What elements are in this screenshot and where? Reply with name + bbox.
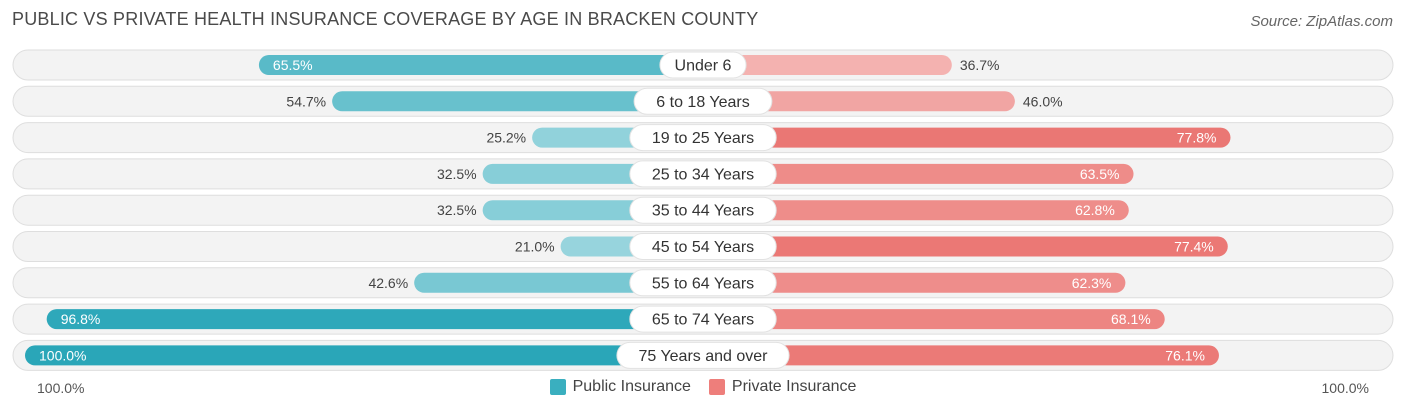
category-pill [633,87,773,115]
public-value-label: 32.5% [437,202,477,218]
category-pill [659,51,747,79]
public-value-label: 96.8% [61,311,101,327]
category-pill [629,124,777,152]
public-bar [258,55,703,75]
private-bar [703,309,1165,330]
axis-left-label: 100.0% [37,380,85,396]
private-bar [703,55,952,75]
legend-item-public: Public Insurance [549,378,691,396]
category-label: 6 to 18 Years [656,94,749,111]
axis-right-label: 100.0% [1321,380,1369,396]
category-label: 55 to 64 Years [652,275,754,292]
category-label: Under 6 [675,58,732,75]
legend-swatch-private [708,379,725,395]
private-bar [703,345,1219,366]
category-pill [616,341,790,369]
private-bar [703,163,1134,184]
public-value-label: 42.6% [368,275,408,291]
category-label: 19 to 25 Years [652,130,754,147]
legend-label-private: Private Insurance [731,378,857,395]
category-pill [629,305,777,333]
category-pill [629,233,777,260]
private-value-label: 77.4% [1174,239,1214,255]
private-value-label: 62.8% [1075,202,1115,218]
public-bar [25,345,703,366]
private-value-label: 46.0% [1023,93,1063,109]
private-bar [703,91,1015,112]
legend-item-private: Private Insurance [708,378,857,396]
legend: Public Insurance Private Insurance [0,378,1406,396]
public-value-label: 32.5% [437,166,477,182]
private-bar [703,272,1126,293]
public-value-label: 54.7% [286,93,326,109]
private-value-label: 77.8% [1177,130,1217,146]
chart-title: PUBLIC VS PRIVATE HEALTH INSURANCE COVER… [12,9,759,29]
category-pill [629,269,777,297]
category-label: 25 to 34 Years [652,166,754,183]
public-value-label: 21.0% [515,239,555,255]
public-value-label: 100.0% [39,347,86,363]
public-bar [46,309,704,330]
public-value-label: 25.2% [486,130,526,146]
private-value-label: 62.3% [1072,275,1112,291]
private-value-label: 76.1% [1165,347,1205,363]
private-bar [703,127,1231,148]
private-value-label: 36.7% [960,57,1000,73]
public-bar [332,91,703,112]
category-label: 75 Years and over [639,348,769,365]
private-value-label: 68.1% [1111,311,1151,327]
category-pill [629,160,777,188]
category-label: 35 to 44 Years [652,203,754,220]
source-note: Source: ZipAtlas.com [1250,13,1393,30]
category-label: 45 to 54 Years [652,239,754,256]
legend-label-public: Public Insurance [572,378,691,395]
public-value-label: 65.5% [273,57,313,73]
chart-area: 65.5% 36.7% Under 6 54.7% 46.0% 6 to 18 Years… [12,49,1394,371]
private-bar [703,236,1228,257]
private-value-label: 63.5% [1080,166,1120,182]
private-bar [703,200,1129,221]
category-label: 65 to 74 Years [652,312,754,329]
category-pill [629,196,777,224]
legend-swatch-public [549,379,566,395]
